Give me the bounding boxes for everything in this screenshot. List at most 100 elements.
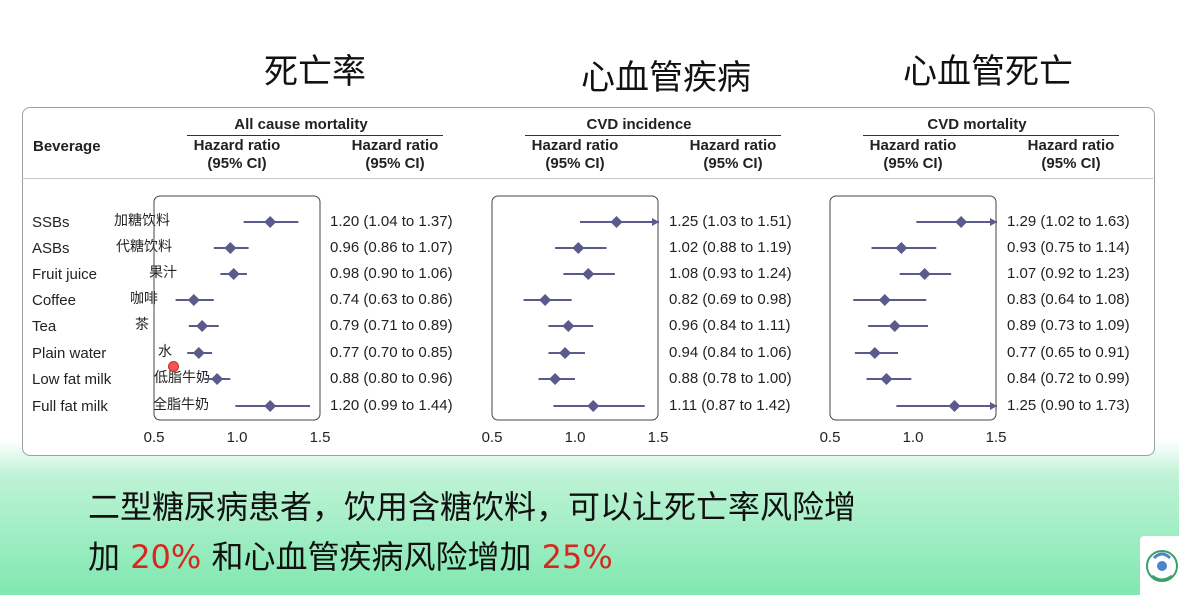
beverage-row-label: Full fat milk 全脂牛奶 [32,397,209,416]
beverage-row-label: Fruit juice 果汁 [32,265,177,284]
hazard-ratio-ci-label: 1.11 (0.87 to 1.42) [669,397,791,414]
beverage-name-en: SSBs [32,214,70,231]
plot-frame [829,195,997,421]
hazard-ratio-point [918,268,931,280]
hazard-ratio-col-header: Hazard ratio (95% CI) [853,137,973,173]
hazard-ratio-ci-label: 0.88 (0.78 to 1.00) [669,370,792,387]
hazard-ratio-point [264,216,277,228]
hazard-ratio-point [572,242,585,254]
hazard-ratio-point [868,347,881,359]
hazard-ratio-ci-label: 0.77 (0.65 to 0.91) [1007,344,1130,361]
beverage-name-zh: 代糖饮料 [116,239,172,255]
x-tick-label: 1.0 [565,429,586,446]
beverage-name-en: Full fat milk [32,398,108,415]
hazard-ratio-point [227,268,240,280]
ci-right-arrow [652,218,659,226]
hazard-ratio-ci-label: 0.79 (0.71 to 0.89) [330,317,453,334]
beverage-row-label: ASBs 代糖饮料 [32,239,172,258]
beverage-row-label: Low fat milk 低脂牛奶 [32,370,210,389]
title-cvd-mortality-zh: 心血管死亡 [903,52,1073,92]
hazard-ratio-ci-label: 0.88 (0.80 to 0.96) [330,370,453,387]
caption-highlight-20: 20% [130,538,202,576]
beverage-row-label: Tea 茶 [32,317,149,336]
beverage-name-zh: 水 [158,344,172,360]
pointer-dot [168,361,179,372]
hazard-ratio-col-header: Hazard ratio (95% CI) [335,137,455,173]
hazard-ratio-point [549,373,562,385]
hazard-ratio-ci-label: 0.74 (0.63 to 0.86) [330,291,453,308]
beverage-name-zh: 茶 [135,317,149,333]
hazard-ratio-point [948,400,961,412]
hazard-ratio-header-line2: (95% CI) [703,155,763,172]
hazard-ratio-ci-label: 1.02 (0.88 to 1.19) [669,239,792,256]
hazard-ratio-ci-label: 1.08 (0.93 to 1.24) [669,265,792,282]
beverage-name-zh: 果汁 [149,265,177,281]
x-tick-label: 0.5 [144,429,165,446]
hazard-ratio-point [192,347,205,359]
forest-plot-panel [22,107,1155,456]
hazard-ratio-ci-label: 0.82 (0.69 to 0.98) [669,291,792,308]
hazard-ratio-col-header: Hazard ratio (95% CI) [515,137,635,173]
ci-right-arrow [990,402,997,410]
hazard-ratio-point [264,400,277,412]
hazard-ratio-ci-label: 0.98 (0.90 to 1.06) [330,265,453,282]
x-tick-label: 1.0 [903,429,924,446]
beverage-name-en: Fruit juice [32,266,98,283]
hazard-ratio-header-line2: (95% CI) [207,155,267,172]
section-underline [863,135,1119,136]
beverage-name-zh: 全脂牛奶 [153,397,209,413]
beverage-name-en: Coffee [32,292,76,309]
beverage-name-zh: 低脂牛奶 [154,370,210,386]
hazard-ratio-ci-label: 1.20 (0.99 to 1.44) [330,397,453,414]
hazard-ratio-point [587,400,600,412]
hazard-ratio-header-line2: (95% CI) [365,155,425,172]
beverage-row-label: Plain water 水 [32,344,172,363]
beverage-name-en: Tea [32,318,57,335]
plot-frame [491,195,659,421]
beverage-column-header: Beverage [33,138,101,155]
caption-line-2: 加 20% 和心血管疾病风险增加 25% [88,532,613,578]
hazard-ratio-ci-label: 0.83 (0.64 to 1.08) [1007,291,1130,308]
hazard-ratio-point [224,242,237,254]
hazard-ratio-col-header: Hazard ratio (95% CI) [1011,137,1131,173]
hazard-ratio-col-header: Hazard ratio (95% CI) [177,137,297,173]
hazard-ratio-header-line1: Hazard ratio [1027,137,1115,154]
x-tick-label: 0.5 [820,429,841,446]
caption-line-1: 二型糖尿病患者，饮用含糖饮料，可以让死亡率风险增 [88,488,857,526]
hazard-ratio-header-line1: Hazard ratio [531,137,619,154]
header-divider [22,178,1153,179]
hazard-ratio-point [880,373,893,385]
beverage-name-en: Low fat milk [32,371,112,388]
hazard-ratio-header-line1: Hazard ratio [689,137,777,154]
x-tick-label: 0.5 [482,429,503,446]
section-title: CVD incidence [586,116,692,133]
hazard-ratio-ci-label: 0.93 (0.75 to 1.14) [1007,239,1130,256]
hazard-ratio-point [196,320,209,332]
hazard-ratio-header-line1: Hazard ratio [351,137,439,154]
hazard-ratio-col-header: Hazard ratio (95% CI) [673,137,793,173]
ci-right-arrow [990,218,997,226]
hazard-ratio-ci-label: 1.29 (1.02 to 1.63) [1007,213,1130,230]
hazard-ratio-point [211,373,224,385]
hazard-ratio-ci-label: 1.07 (0.92 to 1.23) [1007,265,1130,282]
hazard-ratio-ci-label: 0.94 (0.84 to 1.06) [669,344,792,361]
hazard-ratio-ci-label: 1.20 (1.04 to 1.37) [330,213,453,230]
caption-highlight-25: 25% [541,538,613,576]
hazard-ratio-ci-label: 0.96 (0.84 to 1.11) [669,317,791,334]
section-underline [187,135,443,136]
hazard-ratio-point [895,242,908,254]
hazard-ratio-point [582,268,595,280]
logo [1140,536,1179,595]
hazard-ratio-point [559,347,572,359]
hazard-ratio-point [955,216,968,228]
hazard-ratio-ci-label: 0.96 (0.86 to 1.07) [330,239,453,256]
section-title: All cause mortality [234,116,368,133]
hazard-ratio-header-line1: Hazard ratio [869,137,957,154]
laurel-logo-icon [1146,550,1178,582]
beverage-row-label: SSBs 加糖饮料 [32,213,170,232]
hazard-ratio-header-line2: (95% CI) [1041,155,1101,172]
hazard-ratio-ci-label: 1.25 (0.90 to 1.73) [1007,397,1130,414]
hazard-ratio-ci-label: 0.84 (0.72 to 0.99) [1007,370,1130,387]
hazard-ratio-header-line2: (95% CI) [545,155,605,172]
